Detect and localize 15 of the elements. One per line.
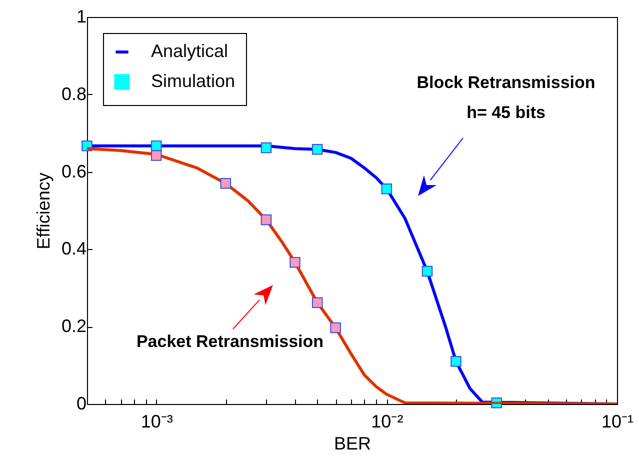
- legend-label: Analytical: [151, 41, 228, 61]
- y-tick-label: 0.4: [61, 238, 86, 259]
- x-tick-label: 10⁻²: [371, 412, 404, 432]
- legend-label: Simulation: [151, 71, 236, 91]
- y-tick-label: 0.2: [61, 316, 86, 336]
- annotation: Block Retransmission h= 45 bits: [416, 73, 596, 122]
- y-tick-label: 0.6: [61, 161, 86, 182]
- y-tick-label: 0: [76, 394, 86, 414]
- annotation: Packet Retransmission: [136, 332, 324, 351]
- x-tick-label: 10⁻¹: [601, 412, 634, 432]
- y-tick-label: 1: [76, 6, 86, 26]
- x-tick-label: 10⁻³: [140, 412, 173, 432]
- y-tick-label: 0.8: [61, 84, 86, 104]
- y-axis-title: Efficiency: [33, 172, 54, 250]
- x-axis-title: BER: [334, 434, 372, 454]
